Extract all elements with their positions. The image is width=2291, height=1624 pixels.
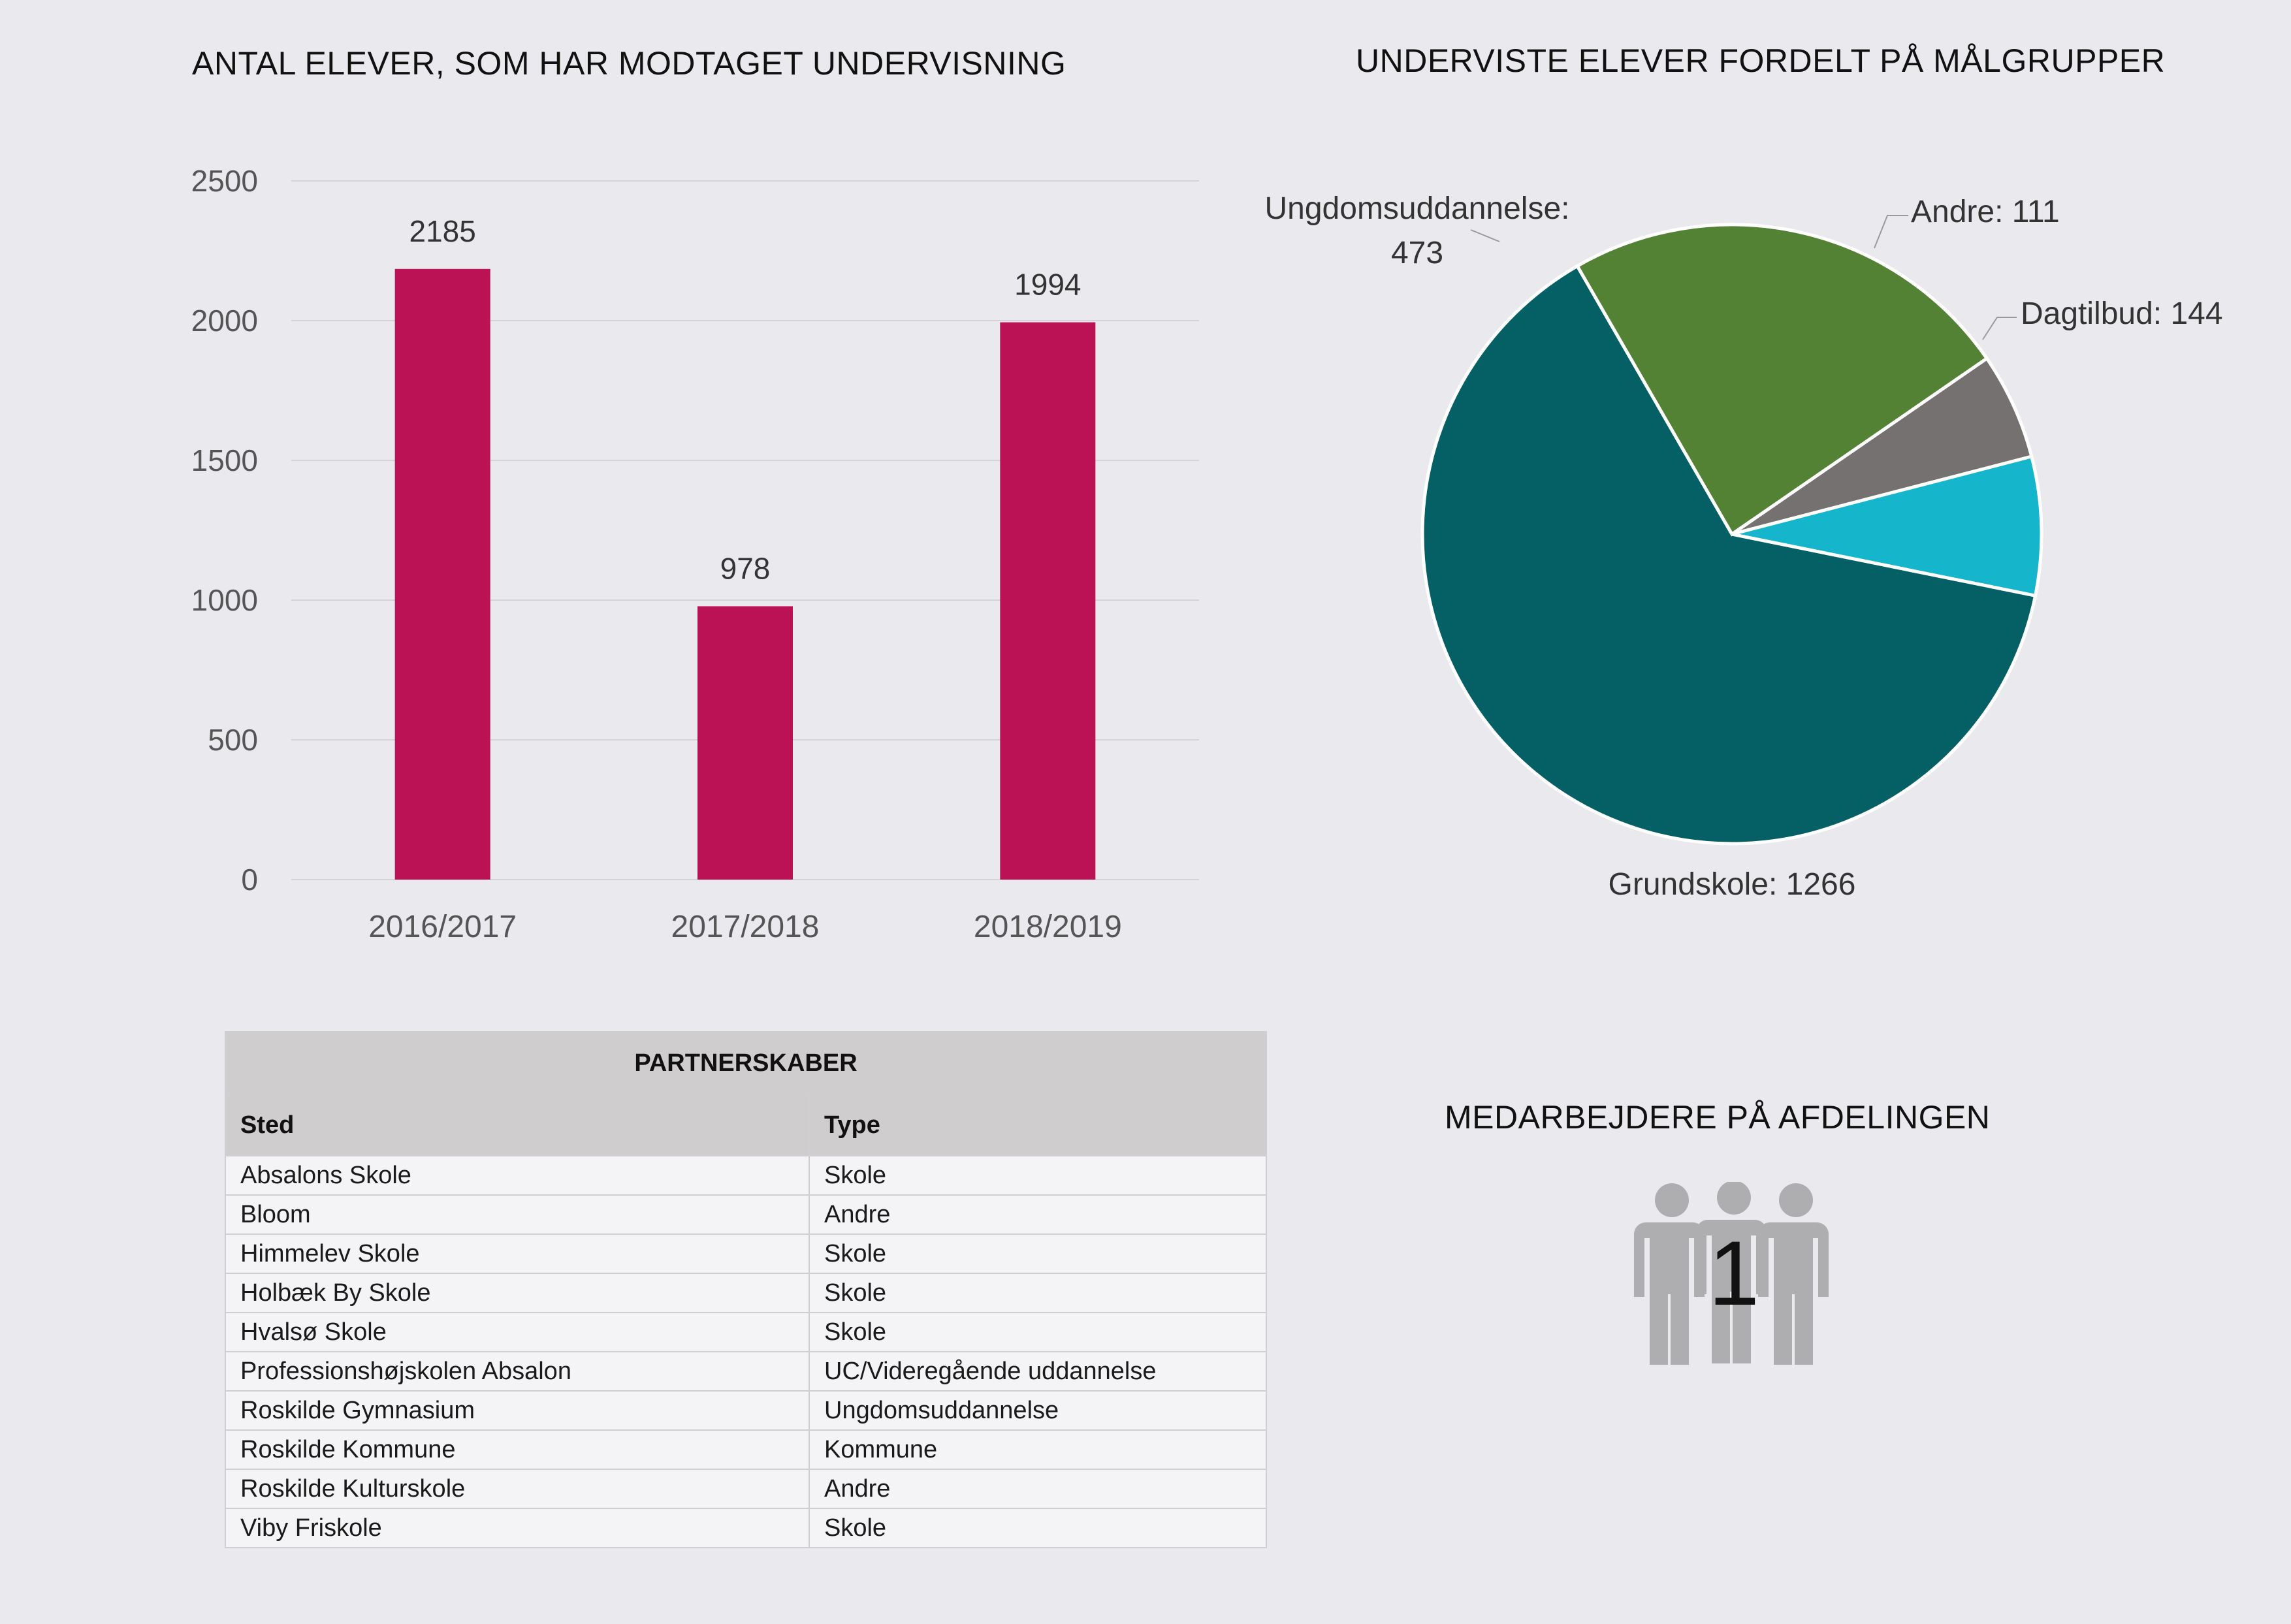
pie-label: Grundskole: 1266 <box>1609 867 1856 902</box>
cell-sted: Viby Friskole <box>225 1508 810 1548</box>
bar <box>394 268 490 880</box>
staff-block: 1 <box>1633 1181 1835 1366</box>
pie-slice-dagtilbud <box>1731 454 2043 598</box>
table-row: Roskilde Kommune Kommune <box>225 1429 1267 1470</box>
table-row: Holbæk By Skole Skole <box>225 1273 1267 1313</box>
cell-type: Skole <box>809 1234 1267 1274</box>
bar-value-label: 1994 <box>1014 268 1081 302</box>
table-row: Roskilde Kulturskole Andre <box>225 1469 1267 1509</box>
y-tick-label: 1500 <box>191 443 258 477</box>
pie-label: Andre: 111 <box>1911 195 2060 229</box>
cell-type: Ungdomsuddannelse <box>809 1390 1267 1431</box>
bar-value-label: 978 <box>720 551 771 585</box>
table-row: Himmelev Skole Skole <box>225 1234 1267 1274</box>
cell-sted: Roskilde Kulturskole <box>225 1469 810 1509</box>
table-row: Absalons Skole Skole <box>225 1155 1267 1196</box>
pie-chart: Grundskole: 1266 Ungdomsuddannelse: 473 And… <box>1265 191 2223 902</box>
table-row: Hvalsø Skole Skole <box>225 1312 1267 1352</box>
cell-type: UC/Videregående uddannelse <box>809 1351 1267 1392</box>
table-row: Viby Friskole Skole <box>225 1508 1267 1548</box>
pie-slice-andre <box>1731 356 2034 536</box>
pie-label: Dagtilbud: 144 <box>2021 296 2223 331</box>
cell-type: Andre <box>809 1194 1267 1235</box>
cell-sted: Professionshøjskolen Absalon <box>225 1351 810 1392</box>
staff-count: 1 <box>1708 1222 1759 1324</box>
cell-sted: Himmelev Skole <box>225 1234 810 1274</box>
cell-sted: Hvalsø Skole <box>225 1312 810 1352</box>
cell-type: Kommune <box>809 1429 1267 1470</box>
bar-chart: 0 500 1000 1500 2000 2500 2185 978 1994 2016/20… <box>191 164 1199 944</box>
bar <box>697 606 793 880</box>
x-tick-label: 2018/2019 <box>974 910 1122 944</box>
pie-slice-grundskole <box>1420 263 2038 846</box>
cell-sted: Roskilde Kommune <box>225 1429 810 1470</box>
y-tick-label: 2000 <box>191 304 258 338</box>
bar <box>1000 322 1096 880</box>
cell-sted: Absalons Skole <box>225 1155 810 1196</box>
y-tick-label: 2500 <box>191 164 258 198</box>
leader-line <box>1982 317 2017 340</box>
cell-type: Skole <box>809 1508 1267 1548</box>
y-tick-label: 1000 <box>191 583 258 617</box>
cell-sted: Bloom <box>225 1194 810 1235</box>
table-row: Bloom Andre <box>225 1194 1267 1235</box>
partnership-table: PARTNERSKABER Sted Type Absalons Skole Sk… <box>225 1031 1267 1548</box>
y-tick-label: 0 <box>241 863 258 897</box>
x-tick-label: 2017/2018 <box>671 910 820 944</box>
cell-sted: Roskilde Gymnasium <box>225 1390 810 1431</box>
pie-label: Ungdomsuddannelse: 473 <box>1265 191 1570 270</box>
cell-sted: Holbæk By Skole <box>225 1273 810 1313</box>
staff-title: MEDARBEJDERE PÅ AFDELINGEN <box>1445 1099 1991 1136</box>
column-header-sted: Sted <box>225 1094 810 1156</box>
bar-value-label: 2185 <box>409 214 475 248</box>
cell-type: Skole <box>809 1312 1267 1352</box>
pie-slice-ungdomsuddannelse <box>1575 223 1989 537</box>
table-caption: PARTNERSKABER <box>225 1031 1267 1095</box>
table-row: Professionshøjskolen Absalon UC/Videregåe… <box>225 1351 1267 1392</box>
people-group-icon <box>1634 1181 1829 1366</box>
table-row: Roskilde Gymnasium Ungdomsuddannelse <box>225 1390 1267 1431</box>
leader-line <box>1470 229 1500 242</box>
cell-type: Skole <box>809 1273 1267 1313</box>
bar-chart-title: ANTAL ELEVER, SOM HAR MODTAGET UNDERVISN… <box>192 45 1066 82</box>
y-tick-label: 500 <box>208 723 258 757</box>
x-tick-label: 2016/2017 <box>368 910 517 944</box>
column-header-type: Type <box>809 1094 1267 1156</box>
pie-chart-title: UNDERVISTE ELEVER FORDELT PÅ MÅLGRUPPER <box>1356 42 2166 79</box>
cell-type: Andre <box>809 1469 1267 1509</box>
leader-line <box>1874 215 1908 249</box>
cell-type: Skole <box>809 1155 1267 1196</box>
